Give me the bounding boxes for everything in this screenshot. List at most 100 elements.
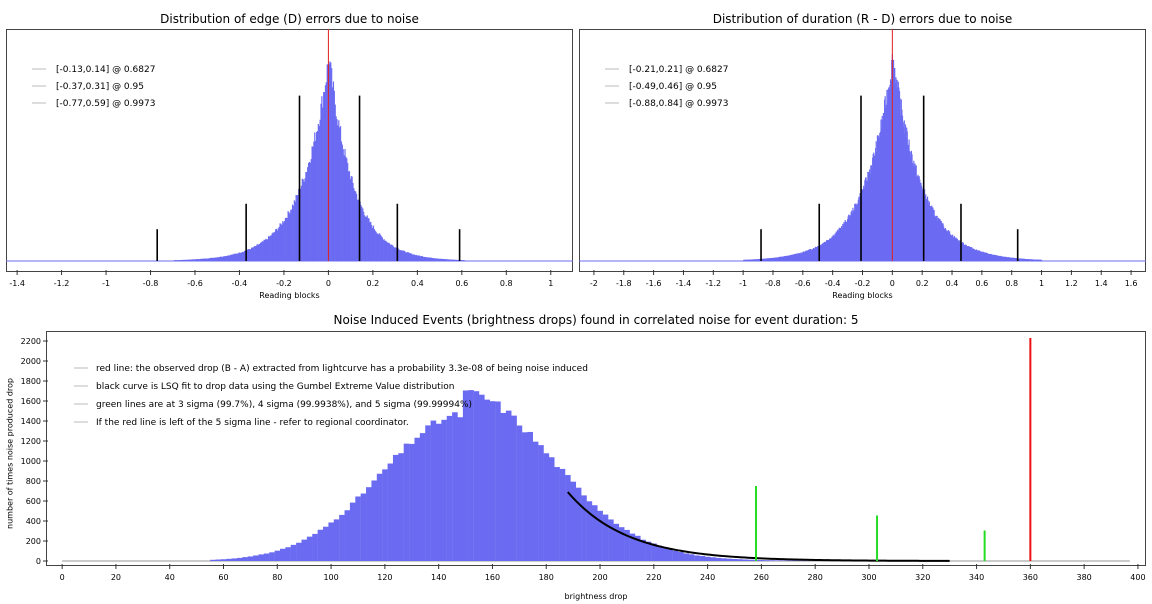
histogram-bar [347, 162, 349, 261]
histogram-bar [339, 126, 342, 261]
histogram-bar [347, 171, 350, 261]
histogram-bar [796, 253, 798, 261]
histogram-bar [241, 252, 243, 261]
histogram-bar [511, 415, 517, 561]
histogram-bar [440, 258, 442, 261]
histogram-bar [204, 258, 206, 261]
histogram-bar [283, 222, 285, 261]
histogram-bar [230, 254, 232, 261]
histogram-bar [422, 256, 424, 261]
histogram-bar [294, 201, 296, 261]
histogram-bar [438, 258, 440, 261]
histogram-bar [176, 260, 178, 261]
histogram-bar [412, 254, 415, 261]
histogram-bar [285, 547, 291, 561]
histogram-bar [238, 252, 240, 261]
histogram-bar [190, 259, 192, 261]
histogram-bar [265, 238, 267, 261]
histogram-bar [393, 247, 395, 261]
histogram-bar [1011, 257, 1013, 261]
legend-entry: [-0.88,0.84] @ 0.9973 [629, 99, 728, 109]
histogram-bar [231, 558, 238, 561]
histogram-bar [302, 179, 304, 261]
histogram-bar [336, 119, 338, 261]
histogram-bar [441, 258, 443, 261]
histogram-bar [349, 179, 351, 261]
histogram-bar [220, 256, 222, 261]
histogram-bar [462, 260, 464, 261]
histogram-bar [378, 234, 380, 261]
histogram-bar [629, 533, 636, 561]
histogram-bar [743, 259, 745, 261]
histogram-bar [386, 241, 388, 261]
histogram-bar [413, 254, 415, 261]
histogram-bar [341, 144, 343, 261]
histogram-bar [500, 412, 507, 561]
histogram-bar [387, 242, 389, 261]
x-tick-label: 40 [165, 573, 175, 582]
histogram-bar [389, 244, 391, 261]
histogram-bar [651, 543, 657, 561]
histogram-bar [187, 259, 190, 261]
histogram-bar [1032, 259, 1034, 261]
y-tick-label: 1800 [21, 377, 41, 386]
histogram-bar [291, 209, 293, 261]
gumbel-fit-curve [567, 491, 950, 562]
histogram-bar [754, 259, 756, 261]
histogram-bar [405, 252, 407, 261]
histogram-bar [203, 258, 206, 261]
histogram-bar [836, 232, 838, 261]
chart2-title: Distribution of duration (R - D) errors … [712, 12, 1013, 26]
histogram-bar [418, 255, 420, 261]
histogram-bar [939, 219, 941, 261]
histogram-bar [715, 557, 722, 561]
histogram-bar [315, 140, 317, 261]
histogram-bar [1040, 259, 1043, 261]
x-tick-label: 260 [754, 573, 769, 582]
histogram-bar [452, 259, 455, 261]
histogram-bar [780, 560, 786, 561]
histogram-bar [319, 119, 321, 262]
histogram-bar [383, 239, 385, 261]
histogram-bar [343, 155, 345, 261]
histogram-bar [941, 226, 944, 261]
histogram-bar [323, 92, 325, 261]
histogram-bar [197, 259, 199, 261]
histogram-bar [226, 558, 232, 561]
histogram-bar [814, 246, 816, 261]
histogram-bar [326, 64, 328, 262]
histogram-bar [624, 529, 630, 561]
x-tick-label: 240 [700, 573, 715, 582]
histogram-bar [779, 256, 781, 261]
histogram-bar [365, 216, 367, 261]
histogram-bar [468, 390, 474, 561]
histogram-bar [360, 205, 362, 261]
histogram-bar [1008, 257, 1010, 261]
legend-entry: green lines are at 3 sigma (99.7%), 4 si… [96, 400, 472, 410]
histogram-bar [780, 256, 782, 261]
histogram-bar [381, 237, 383, 261]
histogram-bar [762, 258, 764, 261]
histogram-bar [372, 225, 375, 261]
histogram-bar [292, 205, 295, 261]
histogram-bar [645, 541, 652, 561]
x-tick-label: 0.8 [500, 279, 513, 288]
histogram-bar [196, 259, 198, 261]
histogram-bar [899, 98, 901, 261]
histogram-bar [256, 244, 258, 261]
x-tick-label: -2 [590, 279, 598, 288]
histogram-bar [209, 258, 211, 261]
histogram-bar [421, 256, 423, 261]
y-tick-label: 0 [36, 557, 41, 566]
histogram-bar [1026, 258, 1028, 261]
histogram-bar [392, 454, 399, 561]
histogram-bar [268, 236, 271, 261]
x-tick-label: 160 [485, 573, 500, 582]
y-tick-label: 400 [26, 517, 41, 526]
histogram-bar [304, 178, 306, 261]
histogram-bar [403, 443, 410, 561]
histogram-bar [295, 194, 297, 261]
histogram-bar [699, 555, 706, 561]
histogram-bar [828, 240, 830, 261]
histogram-bar [441, 419, 447, 561]
